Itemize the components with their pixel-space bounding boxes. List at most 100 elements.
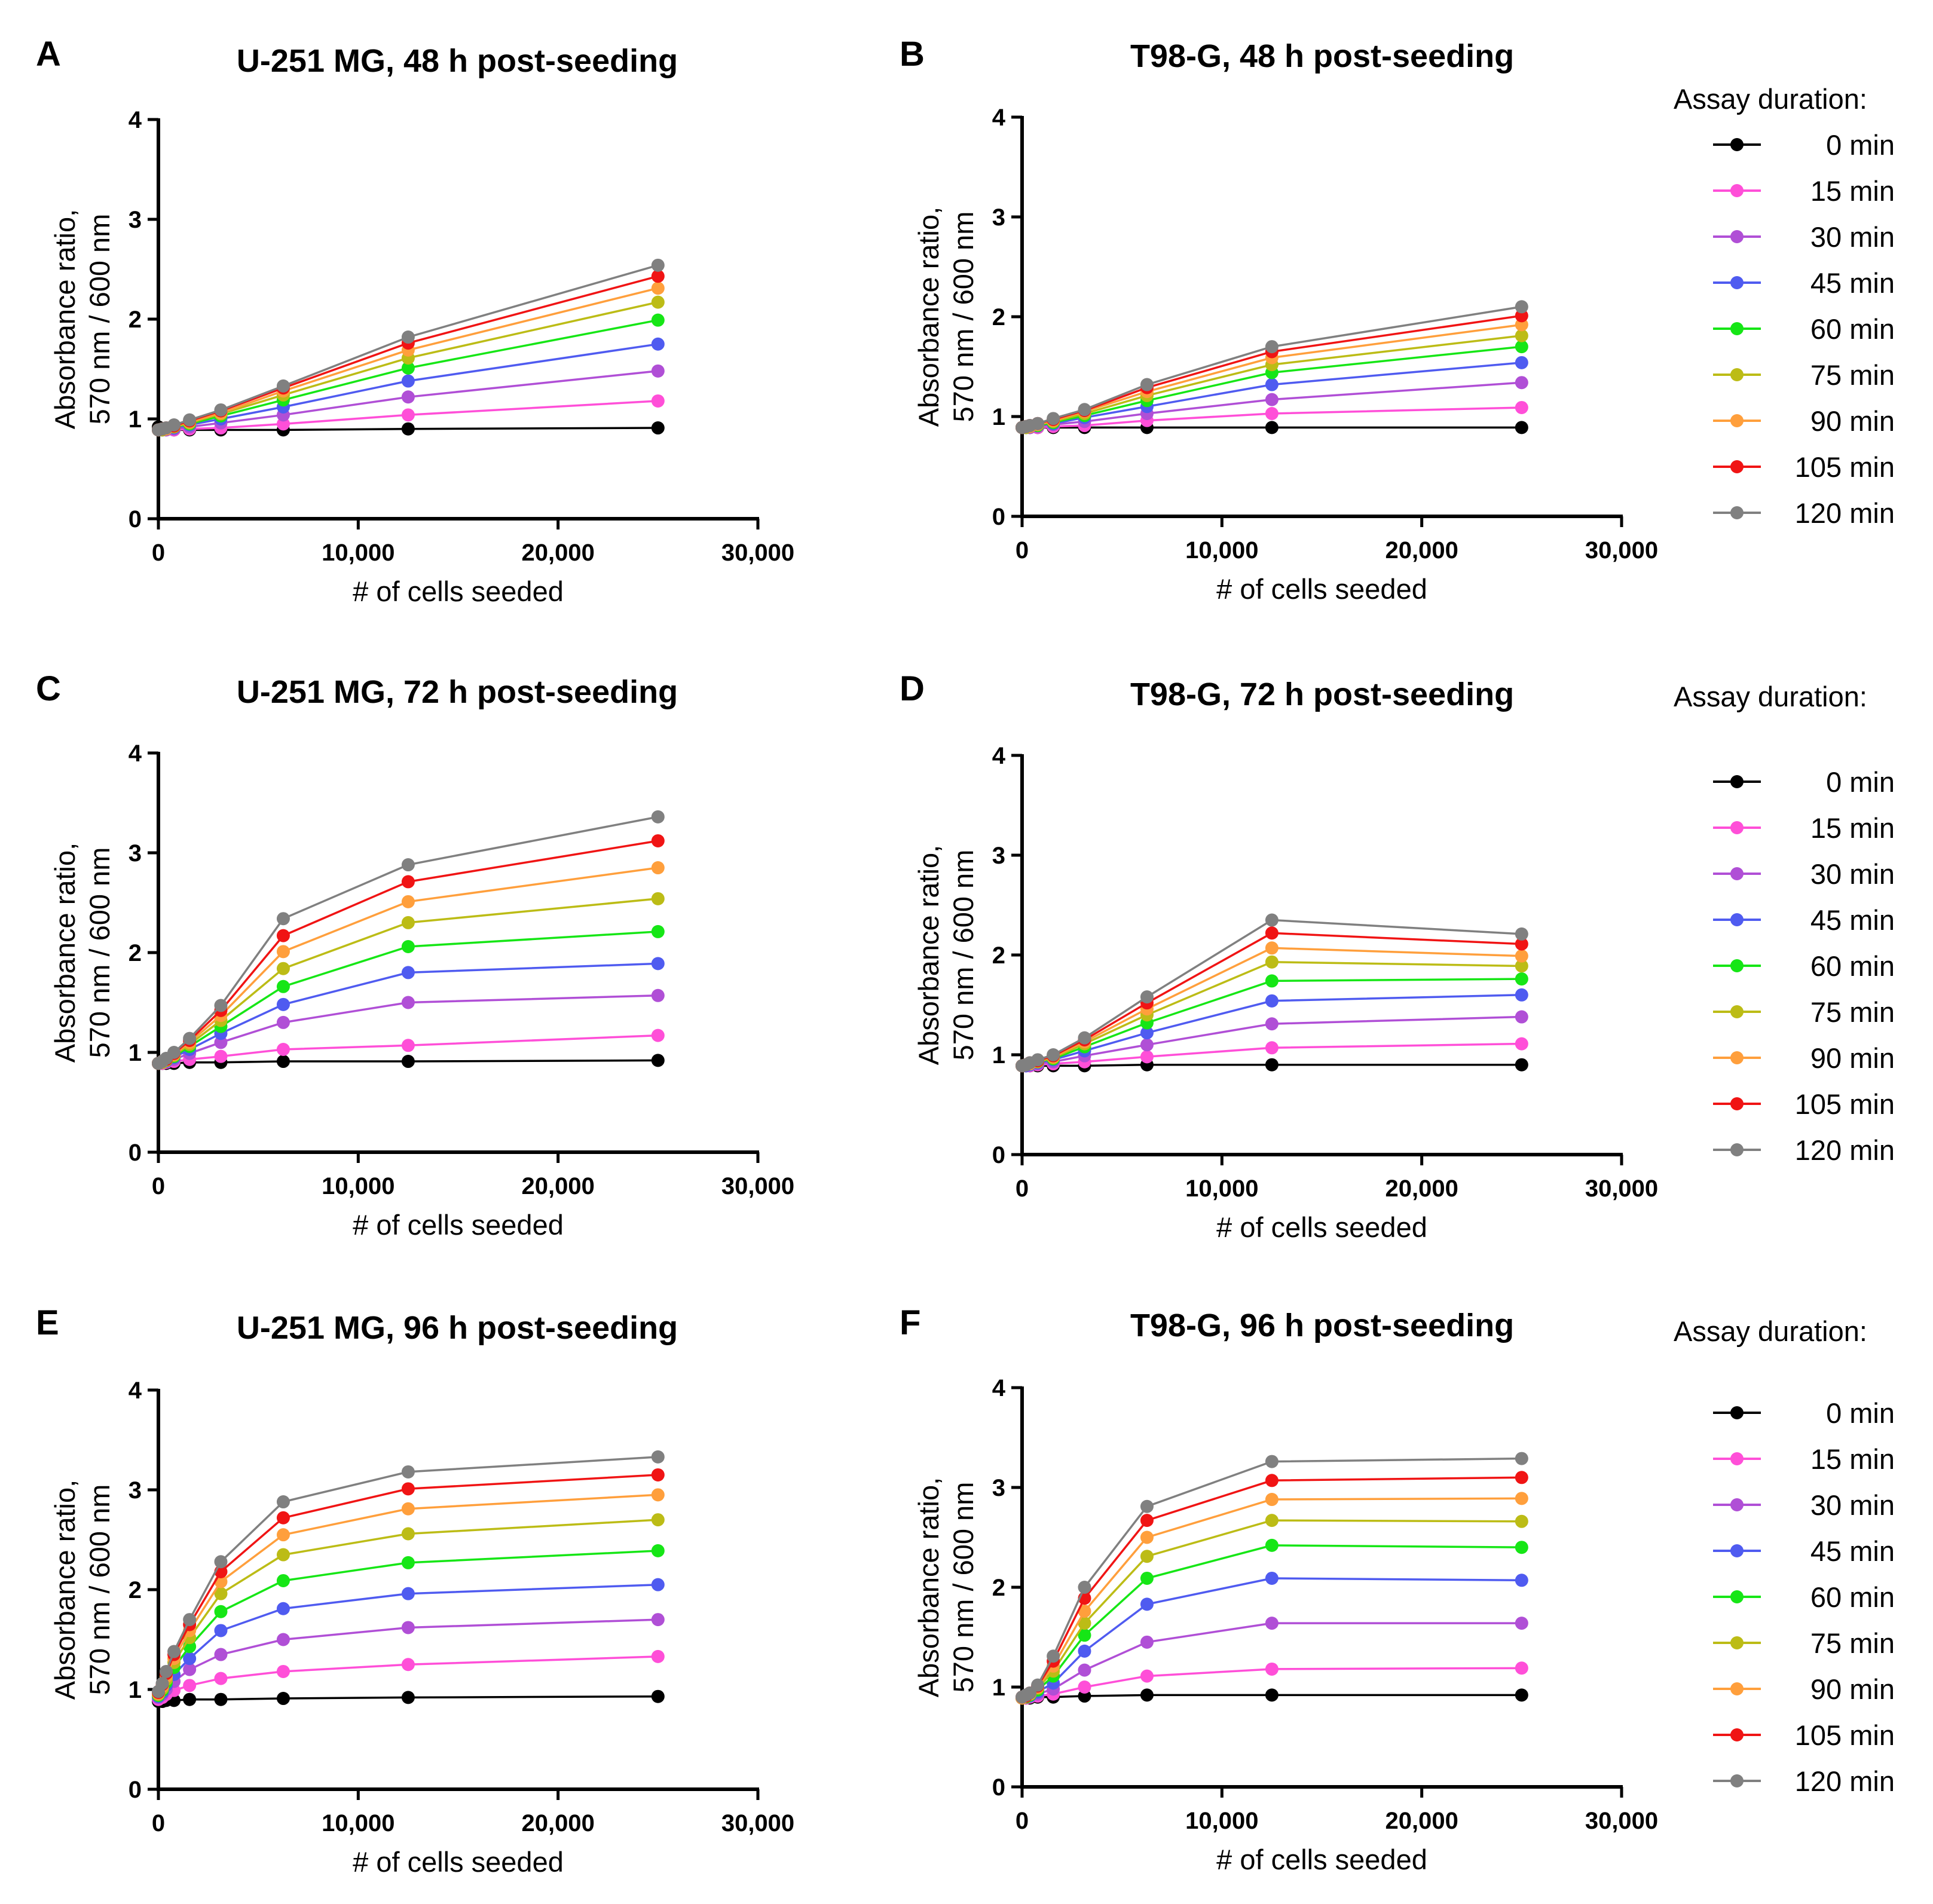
x-tick-label: 20,000 xyxy=(1385,1176,1458,1202)
legend-marker xyxy=(1730,1544,1744,1557)
series-0-min xyxy=(1016,421,1528,434)
panel-title: T98-G, 96 h post-seeding xyxy=(1130,1308,1514,1343)
legend-label: 60 min xyxy=(1810,1581,1895,1613)
legend-label: 105 min xyxy=(1795,1719,1895,1751)
data-point xyxy=(1140,1669,1154,1683)
legend-title: Assay duration: xyxy=(1674,83,1867,115)
series-line xyxy=(1021,1622,1522,1700)
legend-marker xyxy=(1730,1498,1744,1511)
y-tick-label: 4 xyxy=(992,743,1006,769)
x-tick-label: 0 xyxy=(1016,1176,1029,1202)
data-point xyxy=(1265,926,1279,940)
x-tick-label: 10,000 xyxy=(1185,1176,1258,1202)
y-tick-label: 2 xyxy=(992,304,1005,330)
y-tick-label: 0 xyxy=(992,1774,1005,1801)
x-axis-label: # of cells seeded xyxy=(1216,1211,1427,1243)
y-tick-label: 2 xyxy=(129,307,142,333)
data-point xyxy=(401,1502,415,1516)
y-tick-label: 4 xyxy=(992,105,1006,131)
data-point xyxy=(401,374,415,388)
legend-label: 75 min xyxy=(1810,996,1895,1028)
legend-marker xyxy=(1730,138,1744,151)
data-point xyxy=(276,1602,290,1615)
panel-letter: E xyxy=(36,1303,59,1342)
data-point xyxy=(1140,378,1154,391)
legend-marker xyxy=(1730,322,1744,335)
data-point xyxy=(1140,1026,1154,1040)
data-point xyxy=(276,1664,290,1678)
panel-title: U-251 MG, 48 h post-seeding xyxy=(237,43,678,79)
y-axis-label-line1: Absorbance ratio, xyxy=(49,209,81,429)
legend-marker xyxy=(1730,1728,1744,1741)
data-point xyxy=(651,1613,665,1627)
x-tick-label: 20,000 xyxy=(521,1810,594,1836)
data-point xyxy=(651,1578,665,1591)
series-120-min xyxy=(152,1450,665,1698)
x-tick-label: 10,000 xyxy=(322,1810,394,1836)
data-point xyxy=(214,1672,228,1685)
legend-marker xyxy=(1730,1636,1744,1649)
data-point xyxy=(1265,1571,1279,1585)
x-tick-label: 0 xyxy=(152,1810,165,1836)
panel-a: A U-251 MG, 48 h post-seeding 0 1 2 3 4 0 10,000… xyxy=(36,35,794,607)
data-point xyxy=(651,925,665,938)
series-0-min xyxy=(152,1689,665,1709)
legend-marker xyxy=(1730,1143,1744,1156)
data-point xyxy=(1265,941,1279,955)
data-point xyxy=(1265,1474,1279,1487)
legend-title: Assay duration: xyxy=(1674,681,1867,712)
data-point xyxy=(401,1691,415,1704)
data-point xyxy=(1265,1017,1279,1031)
y-tick-label: 1 xyxy=(129,1040,142,1066)
legend-label: 90 min xyxy=(1810,405,1895,437)
legend-label: 0 min xyxy=(1826,1397,1895,1429)
y-tick-label: 2 xyxy=(129,1577,142,1603)
data-point xyxy=(1515,937,1528,951)
x-tick-label: 30,000 xyxy=(721,540,794,566)
data-point xyxy=(651,281,665,295)
data-point xyxy=(1140,1597,1154,1611)
data-point xyxy=(1140,1050,1154,1064)
data-point xyxy=(183,413,197,427)
data-point xyxy=(1140,1635,1154,1649)
panel-title: T98-G, 72 h post-seeding xyxy=(1130,676,1514,712)
data-point xyxy=(1265,955,1279,969)
panel-letter: C xyxy=(36,669,61,708)
data-point xyxy=(167,1645,181,1658)
data-point xyxy=(651,421,665,435)
data-point xyxy=(214,403,228,417)
y-tick-label: 2 xyxy=(992,942,1005,969)
data-point xyxy=(651,957,665,971)
panel-letter: B xyxy=(900,35,925,74)
x-tick-label: 10,000 xyxy=(1185,537,1258,564)
data-point xyxy=(1515,949,1528,963)
data-point xyxy=(183,1652,197,1666)
data-point xyxy=(401,895,415,908)
data-point xyxy=(183,1031,197,1045)
data-point xyxy=(276,1633,290,1646)
data-point xyxy=(1265,1514,1279,1528)
data-point xyxy=(1078,1581,1091,1594)
y-tick-label: 4 xyxy=(129,107,142,133)
panel-b: B T98-G, 48 h post-seeding 0 1 2 3 4 0 10,000 20,… xyxy=(900,35,1658,605)
data-point xyxy=(651,1488,665,1502)
y-axis-label-line1: Absorbance ratio, xyxy=(49,1480,81,1700)
data-point xyxy=(276,1055,290,1069)
data-point xyxy=(401,390,415,404)
data-point xyxy=(651,1689,665,1703)
data-point xyxy=(1265,974,1279,988)
data-point xyxy=(1515,340,1528,354)
legend-marker xyxy=(1730,506,1744,519)
y-axis-label-line2: 570 nm / 600 nm xyxy=(947,1482,979,1693)
x-tick-label: 30,000 xyxy=(721,1173,794,1199)
series-120-min xyxy=(152,258,665,437)
x-tick-label: 10,000 xyxy=(322,540,394,566)
y-axis-label-line1: Absorbance ratio, xyxy=(913,1477,944,1697)
legend-label: 105 min xyxy=(1795,1088,1895,1120)
data-point xyxy=(276,1511,290,1525)
panel-title: U-251 MG, 96 h post-seeding xyxy=(237,1310,678,1346)
legend-label: 15 min xyxy=(1810,175,1895,207)
data-point xyxy=(276,1015,290,1029)
data-point xyxy=(167,1046,181,1059)
data-point xyxy=(1140,990,1154,1004)
